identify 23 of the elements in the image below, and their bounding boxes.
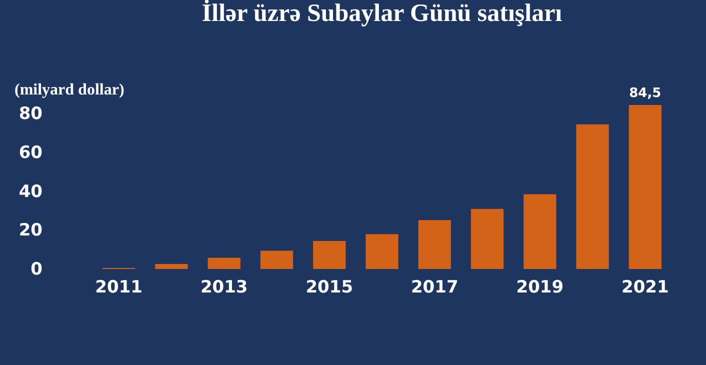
bar	[576, 124, 609, 269]
bar	[366, 234, 398, 269]
bar	[418, 220, 451, 269]
data-label: 84,5	[629, 86, 662, 101]
x-tick-label: 2015	[306, 278, 354, 298]
y-tick-label: 40	[18, 182, 43, 202]
bar	[313, 241, 346, 269]
y-tick-label: 80	[18, 104, 43, 124]
x-tick-label: 2017	[410, 278, 458, 298]
bar	[470, 208, 504, 269]
x-tick-label: 2013	[200, 278, 248, 298]
bar	[260, 250, 294, 269]
bar	[208, 258, 240, 269]
y-tick-label: 0	[30, 260, 43, 280]
bar	[628, 105, 662, 269]
y-tick-label: 60	[18, 143, 43, 164]
y-tick-label: 20	[18, 220, 43, 241]
bar	[155, 264, 188, 269]
x-tick-label: 2021	[621, 278, 669, 298]
y-axis-title: (milyard dollar)	[14, 82, 124, 98]
x-tick-label: 2011	[95, 278, 143, 298]
bar	[524, 194, 556, 269]
x-tick-label: 2019	[516, 278, 564, 298]
